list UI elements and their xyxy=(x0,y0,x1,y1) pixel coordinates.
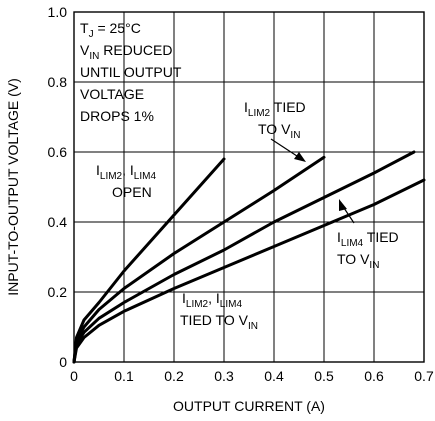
y-tick-label: 0 xyxy=(59,354,67,370)
y-tick-label: 0.6 xyxy=(48,144,68,160)
x-tick-label: 0.2 xyxy=(164,368,184,384)
y-tick-label: 0.4 xyxy=(48,214,68,230)
svg-text:VOLTAGE: VOLTAGE xyxy=(80,86,144,102)
svg-text:TIED TO VIN: TIED TO VIN xyxy=(180,312,258,332)
series-label-lim2: ILIM2 TIED TO VIN xyxy=(244,99,306,141)
conditions-annotation: TJ = 25°C VIN REDUCED UNTIL OUTPUT VOLTA… xyxy=(80,20,182,124)
svg-text:TO VIN: TO VIN xyxy=(337,251,379,271)
x-tick-label: 0.3 xyxy=(214,368,234,384)
arrow-lim4 xyxy=(339,199,355,224)
series-curves xyxy=(72,150,426,364)
y-tick-label: 0.8 xyxy=(48,74,68,90)
svg-text:ILIM2, ILIM4: ILIM2, ILIM4 xyxy=(182,290,242,310)
svg-text:TO VIN: TO VIN xyxy=(258,121,300,141)
svg-text:ILIM4 TIED: ILIM4 TIED xyxy=(337,229,399,249)
x-tick-label: 0.7 xyxy=(414,368,434,384)
svg-text:UNTIL OUTPUT: UNTIL OUTPUT xyxy=(80,64,182,80)
series-line-both xyxy=(72,178,426,364)
arrow-lim2 xyxy=(270,138,306,162)
y-tick-label: 1.0 xyxy=(48,4,68,20)
svg-text:ILIM2 TIED: ILIM2 TIED xyxy=(244,99,306,119)
series-line-lim4 xyxy=(72,150,416,364)
plot-frame xyxy=(73,11,425,363)
tick-labels: 0 0.1 0.2 0.3 0.4 0.5 0.6 0.7 0 0.2 0.4 0.6 0.8 1.0 xyxy=(48,4,434,384)
series-label-open: ILIM2, ILIM4 OPEN xyxy=(96,162,156,200)
svg-text:TJ = 25°C: TJ = 25°C xyxy=(80,20,141,40)
series-line-lim2 xyxy=(72,155,326,364)
svg-text:DROPS 1%: DROPS 1% xyxy=(80,108,154,124)
x-tick-label: 0 xyxy=(70,368,78,384)
x-axis-title: OUTPUT CURRENT (A) xyxy=(173,398,325,414)
svg-text:ILIM2, ILIM4: ILIM2, ILIM4 xyxy=(96,162,156,182)
x-tick-label: 0.4 xyxy=(264,368,284,384)
series-line-open xyxy=(72,157,226,364)
y-axis-title: INPUT-TO-OUTPUT VOLTAGE (V) xyxy=(5,78,21,296)
series-label-lim4: ILIM4 TIED TO VIN xyxy=(337,229,399,271)
series-label-both: ILIM2, ILIM4 TIED TO VIN xyxy=(180,290,258,332)
y-tick-label: 0.2 xyxy=(48,284,68,300)
x-tick-label: 0.5 xyxy=(314,368,334,384)
x-tick-label: 0.1 xyxy=(114,368,134,384)
svg-text:OPEN: OPEN xyxy=(112,184,152,200)
x-tick-label: 0.6 xyxy=(364,368,384,384)
svg-text:VIN REDUCED: VIN REDUCED xyxy=(80,42,172,62)
